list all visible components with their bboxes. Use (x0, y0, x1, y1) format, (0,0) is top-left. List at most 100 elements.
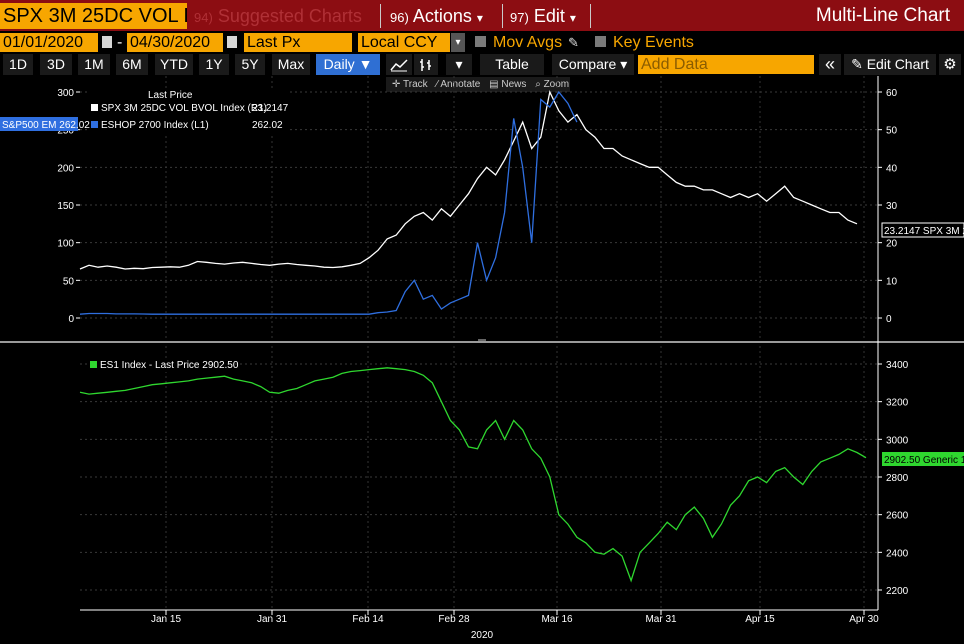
calendar-icon[interactable] (227, 36, 237, 48)
pencil-icon: ⁄ (436, 79, 439, 90)
x-tick-label: Apr 15 (745, 614, 775, 625)
pencil-icon: ✎ (851, 56, 863, 72)
y-right-tick-label: 3200 (886, 398, 909, 409)
x-tick-label: Mar 31 (645, 614, 677, 625)
period-3d-button[interactable]: 3D (40, 54, 72, 75)
security-ticker[interactable]: SPX 3M 25DC VOL B (0, 3, 187, 29)
menu-label: Edit (533, 6, 565, 26)
end-date-field[interactable]: 04/30/2020 (127, 33, 223, 52)
series-line-vol (79, 89, 858, 270)
left-value-tag-text: S&P500 EM 262.02 (2, 120, 90, 131)
y-right-tick-label: 3000 (886, 435, 909, 446)
menu-label: Suggested Charts (217, 6, 362, 26)
menu-label: Actions (412, 6, 472, 26)
suggested-charts-menu[interactable]: 94) Suggested Charts (194, 4, 362, 28)
legend-title: Last Price (148, 90, 193, 101)
period-max-button[interactable]: Max (272, 54, 310, 75)
zoom-icon: ⌕ (535, 79, 541, 90)
price-field-select[interactable]: Last Px (244, 33, 352, 52)
menu-number: 97) (510, 10, 529, 25)
period-1m-button[interactable]: 1M (78, 54, 110, 75)
multi-line-chart[interactable]: 0501001502002503000102030405060220024002… (0, 76, 964, 644)
es1-value-tag-text: 2902.50 Generic 1 (884, 455, 964, 466)
annotate-tool[interactable]: Annotate (440, 79, 481, 90)
table-button[interactable]: Table (480, 54, 544, 75)
x-tick-label: Feb 14 (352, 614, 384, 625)
right-value-tag (881, 222, 964, 238)
right-value-tag-text: 23.2147 SPX 3M 25 (884, 226, 964, 237)
mov-avgs-checkbox[interactable] (475, 36, 486, 47)
y-right-tick-label: 2200 (886, 586, 909, 597)
y-right-tick-label: 60 (886, 88, 898, 99)
y-right-tick-label: 2600 (886, 511, 909, 522)
toolbar: 1D 3D 1M 6M YTD 1Y 5Y Max Daily ▼ ▾ Tabl… (0, 53, 964, 76)
bar-chart-icon[interactable] (414, 54, 438, 75)
pencil-icon[interactable]: ✎ (568, 35, 579, 50)
menu-number: 94) (194, 10, 213, 25)
add-data-input[interactable]: Add Data (638, 55, 814, 74)
y-right-tick-label: 30 (886, 201, 898, 212)
chevron-down-icon: ▾ (476, 11, 483, 25)
period-1y-button[interactable]: 1Y (199, 54, 229, 75)
chart-type-dropdown[interactable]: ▾ (446, 54, 472, 75)
title-bar: SPX 3M 25DC VOL B 94) Suggested Charts 9… (0, 0, 964, 31)
news-tool[interactable]: News (501, 79, 527, 90)
calendar-icon[interactable] (102, 36, 112, 48)
chevron-down-icon: ▾ (569, 11, 576, 25)
series-lines (79, 89, 867, 583)
x-tick-label: Jan 15 (151, 614, 181, 625)
edit-menu[interactable]: 97) Edit ▾ (510, 4, 576, 28)
period-5y-button[interactable]: 5Y (235, 54, 265, 75)
period-ytd-button[interactable]: YTD (155, 54, 193, 75)
edit-chart-button[interactable]: ✎ Edit Chart (844, 54, 936, 75)
x-tick-label: Mar 16 (541, 614, 573, 625)
legend-vol-name: SPX 3M 25DC VOL BVOL Index (R1) (101, 103, 267, 114)
gear-icon[interactable]: ⚙ (939, 54, 961, 75)
compare-button[interactable]: Compare ▾ (552, 54, 634, 75)
period-6m-button[interactable]: 6M (116, 54, 148, 75)
menu-separator (380, 4, 381, 28)
y-right-tick-label: 2400 (886, 548, 909, 559)
y-right-tick-label: 20 (886, 239, 898, 250)
crosshair-icon: ✛ (392, 79, 401, 90)
legend-box (88, 358, 234, 372)
series-line-eshop (79, 90, 578, 315)
y-left-tick-label: 200 (57, 163, 74, 174)
period-1d-button[interactable]: 1D (3, 54, 33, 75)
menu-separator (502, 4, 503, 28)
x-tick-label: Feb 28 (438, 614, 470, 625)
menu-number: 96) (390, 10, 409, 25)
legend-swatch-es1 (90, 361, 97, 368)
currency-select[interactable]: Local CCY (358, 33, 450, 52)
menu-separator (590, 4, 591, 28)
y-left-tick-label: 150 (57, 201, 74, 212)
actions-menu[interactable]: 96) Actions ▾ (390, 4, 483, 28)
y-left-tick-label: 50 (63, 276, 75, 287)
legend-eshop-value: 262.02 (252, 120, 283, 131)
key-events-label: Key Events (613, 34, 694, 51)
left-value-tag (0, 117, 78, 131)
chevron-down-icon: ▾ (455, 56, 463, 72)
y-right-tick-label: 10 (886, 276, 898, 287)
series-line-es1 (79, 367, 867, 583)
legend-vol-value: 23.2147 (252, 103, 289, 114)
frequency-select[interactable]: Daily ▼ (316, 54, 380, 75)
y-left-tick-label: 300 (57, 88, 74, 99)
legend-es1-name: ES1 Index - Last Price 2902.50 (100, 360, 239, 371)
start-date-field[interactable]: 01/01/2020 (0, 33, 98, 52)
es1-value-tag (882, 452, 964, 466)
y-right-tick-label: 2800 (886, 473, 909, 484)
key-events-checkbox[interactable] (595, 36, 606, 47)
date-dash: - (117, 34, 123, 51)
collapse-button[interactable]: « (819, 54, 841, 75)
chevron-down-icon[interactable]: ▾ (451, 33, 465, 52)
track-tool[interactable]: Track (403, 79, 428, 90)
mov-avgs-label: Mov Avgs (493, 34, 563, 51)
line-chart-icon[interactable] (386, 54, 412, 75)
zoom-tool[interactable]: Zoom (543, 79, 570, 90)
legend-swatch-vol (91, 104, 98, 111)
y-left-tick-label: 250 (57, 126, 74, 137)
y-right-tick-label: 3400 (886, 360, 909, 371)
y-right-tick-label: 40 (886, 163, 898, 174)
y-right-tick-label: 50 (886, 126, 898, 137)
